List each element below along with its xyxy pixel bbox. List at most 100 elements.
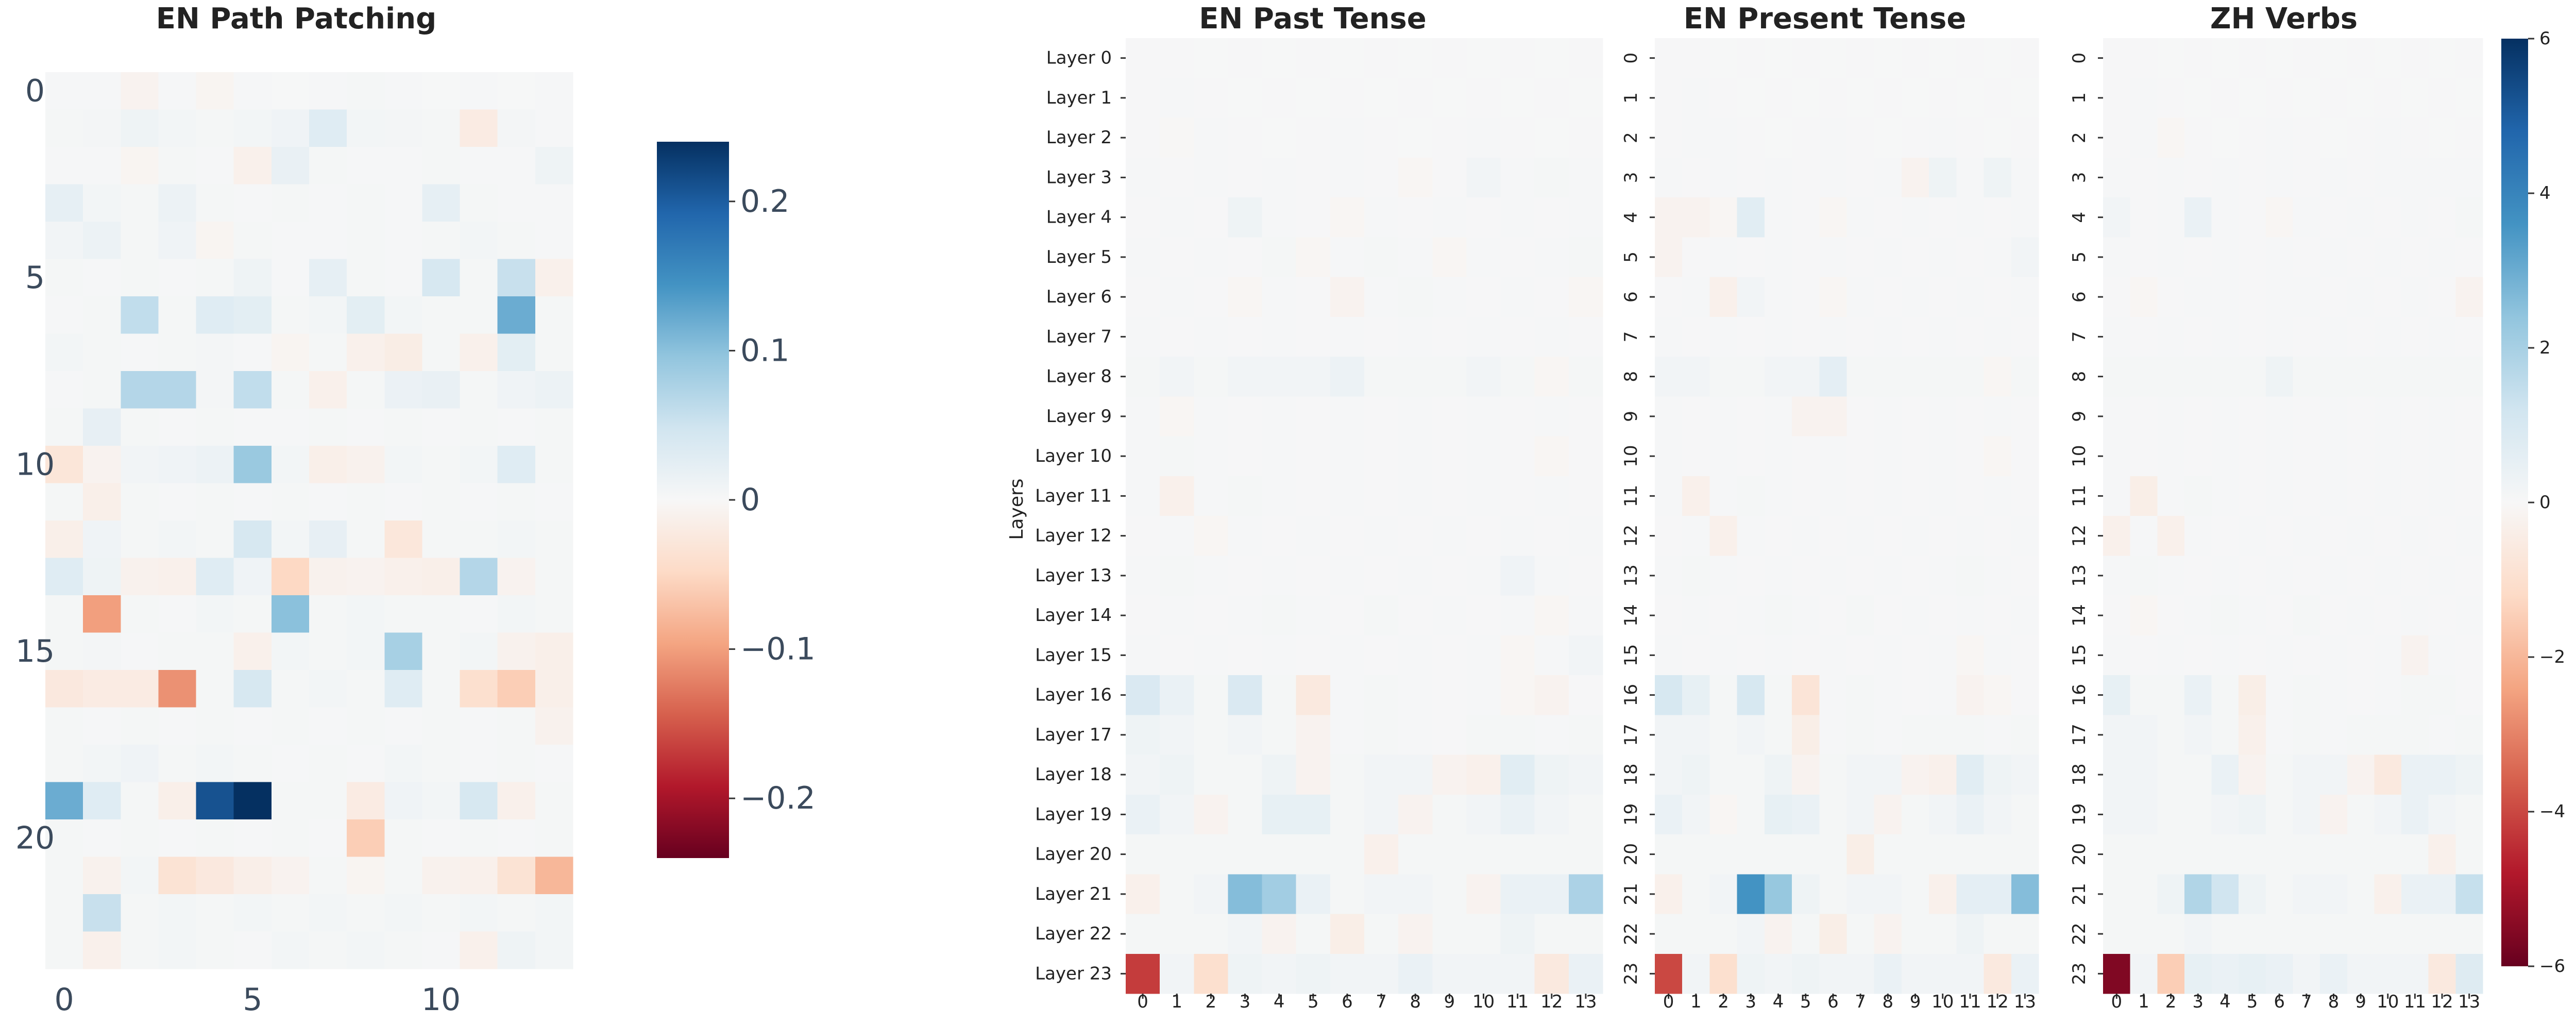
heatmap-cell: [1500, 754, 1535, 795]
heatmap-cell: [1262, 357, 1297, 397]
heatmap-cell: [1126, 277, 1160, 317]
heatmap-cell: [535, 670, 573, 708]
heatmap-cell: [1398, 953, 1433, 994]
heatmap-cell: [158, 408, 197, 446]
heatmap-cell: [271, 371, 310, 409]
heatmap-cell: [2320, 357, 2348, 397]
heatmap-cell: [2157, 357, 2185, 397]
heatmap-cell: [1466, 754, 1501, 795]
heatmap-cell: [384, 595, 423, 633]
heatmap-cell: [1929, 396, 1957, 437]
heatmap-cell: [2103, 157, 2131, 198]
heatmap-cell: [1984, 635, 2012, 676]
heatmap-cell: [2401, 595, 2429, 636]
heatmap-cell: [1500, 635, 1535, 676]
heatmap-cell: [233, 222, 272, 260]
heatmap-cell: [121, 595, 159, 633]
y-tick-label: 2: [1621, 132, 1641, 143]
heatmap-cell: [2130, 715, 2158, 756]
heatmap-cell: [422, 745, 461, 783]
heatmap-cell: [83, 259, 121, 297]
heatmap-cell: [1682, 914, 1710, 954]
heatmap-cell: [2157, 117, 2185, 158]
heatmap-cell: [2320, 316, 2348, 357]
heatmap-cell: [1956, 635, 1985, 676]
heatmap-cell: [2293, 277, 2320, 317]
heatmap-cell: [2239, 914, 2266, 954]
heatmap-cell: [1792, 914, 1820, 954]
heatmap-cell: [2157, 556, 2185, 596]
heatmap-cell: [2428, 237, 2456, 278]
heatmap-cell: [271, 222, 310, 260]
heatmap-cell: [2265, 556, 2294, 596]
heatmap-cell: [1296, 595, 1331, 636]
heatmap-cell: [1929, 834, 1957, 875]
heatmap-cell: [1398, 117, 1433, 158]
heatmap-cell: [1764, 277, 1792, 317]
heatmap-cell: [2455, 635, 2483, 676]
title-en-path-patching: EN Path Patching: [156, 2, 436, 36]
y-tick-label: 7: [1621, 331, 1641, 343]
y-tick-label: Layer 10: [1035, 446, 1112, 466]
heatmap-cell: [2157, 157, 2185, 198]
heatmap-cell: [45, 222, 83, 260]
y-tick-label: 19: [2069, 803, 2090, 826]
heatmap-cell: [1792, 516, 1820, 556]
heatmap-cell: [2320, 953, 2348, 994]
heatmap-cell: [1901, 157, 1929, 198]
heatmap-cell: [1160, 516, 1194, 556]
heatmap-cell: [1194, 595, 1229, 636]
heatmap-cell: [1432, 157, 1467, 198]
heatmap-cell: [271, 446, 310, 484]
heatmap-cell: [347, 184, 385, 222]
heatmap-cell: [1432, 78, 1467, 119]
y-tick-label: 9: [1621, 411, 1641, 422]
heatmap-cell: [2157, 953, 2185, 994]
heatmap-cell: [196, 670, 234, 708]
heatmap-cell: [1901, 794, 1929, 835]
heatmap-cell: [1956, 197, 1985, 238]
y-tick-label: Layer 17: [1035, 725, 1112, 745]
heatmap-cell: [1901, 914, 1929, 954]
heatmap-cell: [2455, 754, 2483, 795]
heatmap-cell: [2293, 357, 2320, 397]
heatmap-cell: [1126, 516, 1160, 556]
heatmap-cell: [422, 408, 461, 446]
heatmap-cell: [1534, 237, 1569, 278]
heatmap-cell: [1126, 635, 1160, 676]
heatmap-cell: [2011, 635, 2039, 676]
heatmap-cell: [1764, 715, 1792, 756]
heatmap-cell: [1682, 595, 1710, 636]
heatmap-cell: [2103, 237, 2131, 278]
heatmap-cell: [384, 296, 423, 334]
heatmap-cell: [1984, 277, 2012, 317]
heatmap-cell: [1126, 754, 1160, 795]
heatmap-cell: [2265, 635, 2294, 676]
heatmap-cell: [422, 109, 461, 147]
heatmap-cell: [2293, 157, 2320, 198]
x-tick-label: 6: [1827, 992, 1839, 1012]
heatmap-cell: [158, 184, 197, 222]
heatmap-cell: [1874, 237, 1902, 278]
colorbar-tick-label: 0: [740, 482, 760, 518]
heatmap-cell: [2428, 595, 2456, 636]
heatmap-cell: [45, 521, 83, 559]
heatmap-cell: [497, 72, 536, 110]
heatmap-cell: [1901, 715, 1929, 756]
heatmap-cell: [1500, 237, 1535, 278]
heatmap-cell: [1819, 914, 1848, 954]
heatmap-cell: [1709, 715, 1738, 756]
heatmap-cell: [271, 857, 310, 895]
heatmap-cell: [1874, 556, 1902, 596]
heatmap-cell: [83, 371, 121, 409]
heatmap-cell: [2211, 516, 2239, 556]
heatmap-cell: [1764, 953, 1792, 994]
heatmap-cell: [1874, 953, 1902, 994]
heatmap-cell: [2184, 635, 2212, 676]
heatmap-cell: [535, 558, 573, 596]
heatmap-cell: [1846, 635, 1875, 676]
heatmap-cell: [45, 446, 83, 484]
heatmap-cell: [1500, 556, 1535, 596]
heatmap-cell: [2211, 396, 2239, 437]
